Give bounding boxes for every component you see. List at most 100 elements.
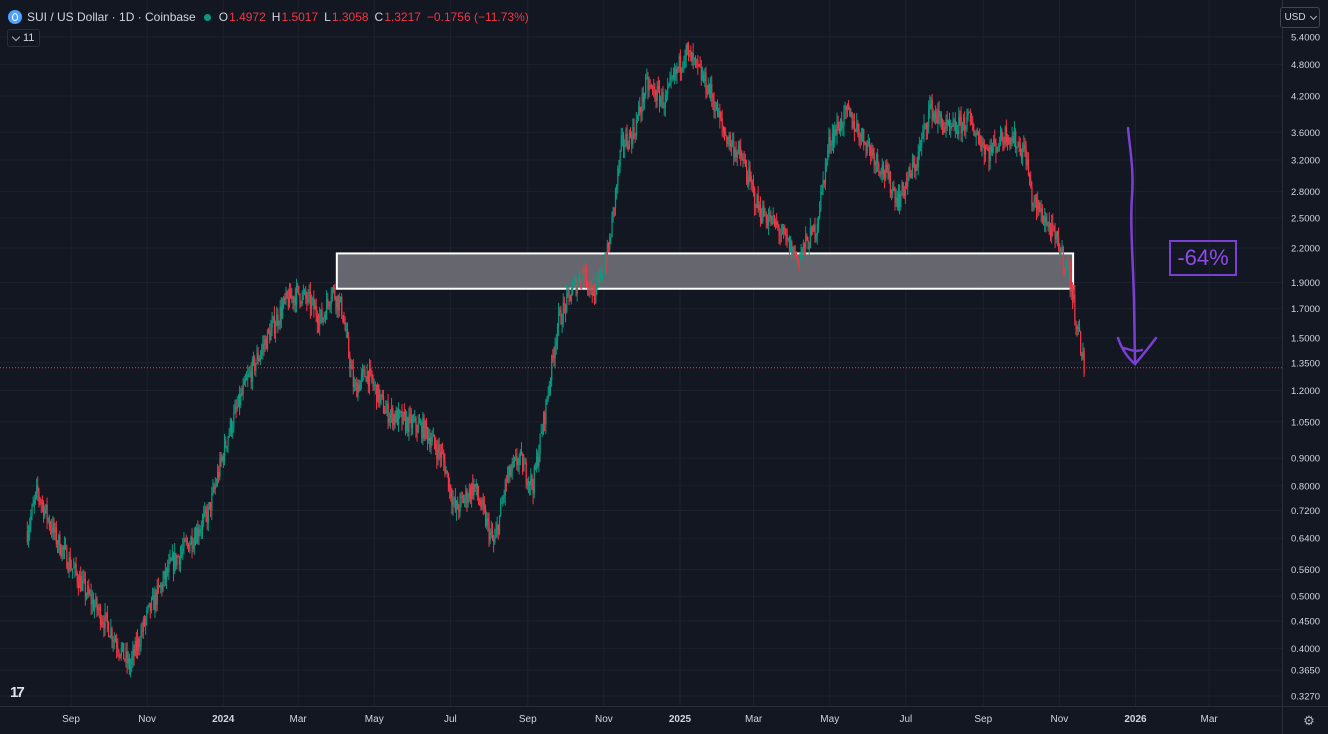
candle — [169, 549, 171, 565]
candle — [1040, 199, 1042, 223]
candle — [685, 43, 687, 68]
candle — [925, 122, 928, 141]
tradingview-logo-icon[interactable]: 17 — [10, 684, 25, 701]
candle — [859, 132, 861, 149]
candle — [614, 187, 617, 216]
currency-select[interactable]: USD — [1280, 7, 1320, 28]
candle — [391, 397, 393, 423]
candle — [788, 235, 791, 256]
candle — [118, 649, 120, 662]
candle — [147, 604, 149, 614]
candle — [872, 144, 874, 159]
candle — [119, 653, 121, 659]
candle — [621, 127, 624, 147]
candle — [784, 224, 786, 236]
candle — [728, 132, 730, 150]
close-value: 1.3217 — [384, 10, 421, 24]
candle — [643, 92, 646, 110]
indicators-toggle-button[interactable]: 11 — [7, 29, 41, 47]
candle — [610, 233, 612, 245]
candle — [961, 121, 963, 143]
candle — [532, 478, 534, 505]
candle — [736, 149, 738, 167]
candle — [355, 379, 357, 392]
candle — [243, 375, 245, 386]
candle — [795, 251, 798, 259]
candle — [462, 494, 465, 504]
candle — [344, 316, 346, 332]
candle — [469, 484, 472, 504]
candle — [47, 516, 49, 524]
candle — [577, 273, 580, 287]
candle — [108, 621, 110, 638]
candle — [938, 100, 940, 125]
candle — [829, 128, 831, 154]
candle — [236, 396, 238, 412]
candle — [496, 516, 498, 538]
candle — [735, 141, 737, 163]
candle — [708, 83, 711, 99]
candle — [414, 409, 416, 424]
support-zone-rect[interactable] — [335, 252, 1075, 290]
candle — [447, 472, 450, 492]
symbol-title[interactable]: SUI / US Dollar · 1D · Coinbase — [27, 10, 196, 24]
candle — [379, 389, 381, 408]
candle — [445, 466, 447, 475]
candle — [373, 378, 375, 391]
candle — [84, 571, 87, 606]
candle — [583, 264, 585, 287]
candle — [200, 520, 203, 540]
candle — [698, 64, 700, 68]
candle — [1075, 320, 1077, 336]
candle — [66, 544, 68, 570]
candle — [34, 491, 37, 506]
candle — [285, 286, 287, 306]
candle — [323, 311, 325, 322]
candle — [495, 521, 497, 539]
candle — [801, 246, 803, 259]
candle — [612, 206, 614, 223]
candle — [116, 633, 118, 659]
candle — [939, 111, 941, 128]
candle — [351, 360, 353, 369]
candle — [264, 334, 266, 352]
candle — [727, 136, 729, 147]
candle — [754, 186, 756, 216]
x-tick-label: 2026 — [1124, 714, 1147, 725]
candle — [523, 454, 525, 472]
candle — [792, 246, 794, 258]
candle — [370, 360, 372, 377]
candle — [261, 343, 263, 360]
candle — [606, 239, 609, 267]
candle — [175, 552, 177, 571]
candle — [595, 276, 597, 304]
candle — [508, 465, 510, 484]
candle — [388, 411, 390, 427]
candle — [287, 288, 290, 311]
candle — [987, 144, 989, 152]
candle — [697, 55, 699, 75]
candle — [91, 590, 93, 615]
candle — [522, 452, 524, 476]
candle — [381, 389, 383, 401]
candle — [475, 478, 477, 496]
candle — [1016, 146, 1018, 157]
candle — [433, 434, 436, 450]
candle — [188, 542, 190, 553]
settings-gear-icon[interactable]: ⚙ — [1303, 713, 1315, 728]
candle — [588, 282, 590, 297]
candle — [742, 153, 744, 168]
candle — [761, 208, 763, 225]
drop-percent-annotation[interactable]: -64% — [1169, 240, 1237, 276]
candle — [170, 557, 172, 562]
candle — [204, 502, 206, 518]
candle — [978, 130, 980, 145]
candle — [962, 113, 965, 131]
candle — [932, 108, 934, 122]
y-tick-label: 3.6000 — [1291, 128, 1320, 139]
candle — [30, 509, 32, 533]
candle — [415, 416, 417, 438]
candle — [980, 134, 982, 152]
candle — [413, 413, 415, 423]
